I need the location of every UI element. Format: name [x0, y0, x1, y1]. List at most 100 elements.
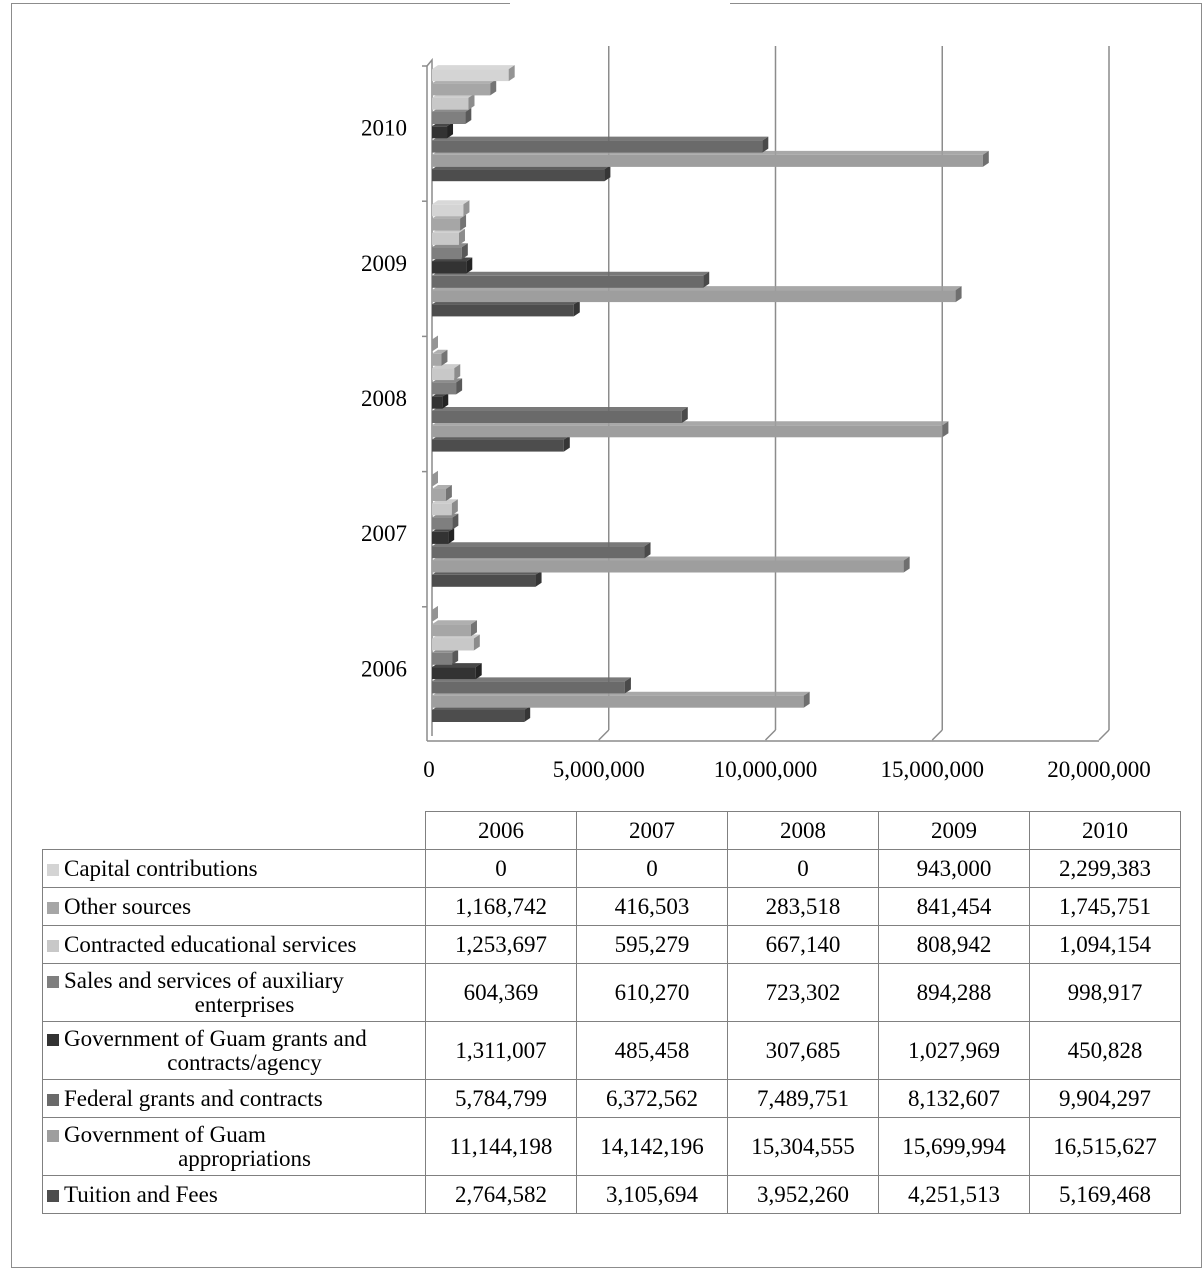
table-header-year: 2008	[727, 811, 879, 850]
bar-face	[432, 140, 763, 153]
series-label-cell: Government of Guam appropriations	[42, 1117, 426, 1176]
table-cell-value: 0	[425, 849, 577, 888]
series-label-cell: Sales and services of auxiliary enterpris…	[42, 963, 426, 1022]
bar-side	[432, 470, 438, 487]
series-name: Tuition and Fees	[64, 1181, 218, 1207]
table-cell-value: 1,745,751	[1029, 887, 1181, 926]
bar	[432, 93, 475, 110]
table-cell-value: 307,685	[727, 1021, 879, 1080]
bar-face	[432, 425, 943, 438]
bar-face	[432, 396, 443, 409]
table-cell-value: 1,094,154	[1029, 925, 1181, 964]
table-cell-value: 2,764,582	[425, 1175, 577, 1214]
bar-face	[432, 232, 459, 245]
bar-face	[432, 261, 467, 274]
clipped-caption-remnant	[510, 2, 730, 12]
bar	[432, 257, 473, 274]
bar-top	[432, 407, 688, 411]
table-cell-value: 11,144,198	[425, 1117, 577, 1176]
bar	[432, 364, 461, 381]
bar-face	[432, 275, 704, 288]
x-tick-label: 20,000,000	[1047, 757, 1151, 782]
bar	[432, 648, 459, 665]
table-cell-value: 8,132,607	[878, 1079, 1030, 1118]
bar	[432, 556, 910, 573]
bar-side	[524, 706, 531, 722]
bar	[432, 527, 455, 544]
bar	[432, 470, 438, 487]
bar-side	[448, 527, 455, 544]
x-tick-label: 0	[423, 757, 435, 782]
bar-side	[644, 542, 651, 559]
table-cell-value: 0	[727, 849, 879, 888]
bar-face	[432, 382, 457, 395]
bar-top	[432, 200, 470, 205]
bar-face	[432, 126, 448, 139]
table-cell-value: 5,169,468	[1029, 1175, 1181, 1214]
bar-side	[452, 648, 459, 665]
bar-top	[432, 542, 651, 547]
bar	[432, 570, 542, 587]
bar	[432, 513, 459, 530]
bar-top	[432, 136, 769, 141]
bar	[432, 122, 454, 139]
bar-face	[432, 69, 509, 82]
bar	[432, 108, 472, 124]
bar-face	[432, 652, 453, 665]
table-cell-value: 16,515,627	[1029, 1117, 1181, 1176]
legend-swatch	[47, 975, 59, 988]
bar	[432, 620, 477, 637]
legend-swatch	[47, 1093, 59, 1106]
legend-swatch	[47, 1033, 59, 1046]
bar	[432, 663, 482, 680]
bar	[432, 286, 962, 303]
bar-face	[432, 353, 442, 366]
table-row: Government of Guam appropriations 11,144,1…	[42, 1117, 1181, 1176]
bar	[432, 421, 949, 438]
bar-side	[624, 677, 631, 694]
bar	[432, 605, 438, 622]
bar-face	[432, 560, 904, 573]
bar-side	[604, 165, 611, 182]
table-row: Government of Guam grants and contracts/a…	[42, 1021, 1181, 1080]
bar-face	[432, 624, 471, 637]
series-name: Federal grants and contracts	[64, 1085, 323, 1111]
bar	[432, 79, 497, 96]
bar	[432, 706, 531, 722]
bar-face	[432, 368, 455, 381]
bar-side	[490, 79, 497, 96]
table-cell-value: 9,904,297	[1029, 1079, 1181, 1118]
bar-side	[982, 150, 989, 167]
table-row: Tuition and Fees 2,764,582 3,105,694 3,952,…	[42, 1175, 1181, 1214]
table-cell-value: 604,369	[425, 963, 577, 1022]
table-row: Other sources 1,168,742 416,503 283,518 841,…	[42, 887, 1181, 926]
bar-face	[432, 574, 536, 587]
table-corner-cell	[42, 811, 426, 850]
bar-face	[432, 83, 491, 96]
table-cell-value: 1,027,969	[878, 1021, 1030, 1080]
bar-face	[432, 439, 564, 452]
bar-face	[432, 531, 449, 544]
bar-face	[432, 204, 464, 217]
bar-side	[563, 435, 570, 452]
bar-side	[451, 499, 458, 516]
bar-side	[762, 136, 769, 153]
table-header-row: 2006 2007 2008 2009 2010	[42, 811, 1181, 850]
table-cell-value: 841,454	[878, 887, 1030, 926]
bar-side	[458, 228, 465, 245]
bar-face	[432, 304, 574, 317]
series-name: Other sources	[64, 893, 192, 919]
bar-side	[942, 421, 949, 438]
table-cell-value: 7,489,751	[727, 1079, 879, 1118]
table-cell-value: 3,105,694	[576, 1175, 728, 1214]
bar-side	[463, 200, 470, 217]
bar	[432, 165, 611, 182]
table-row: Sales and services of auxiliary enterpris…	[42, 963, 1181, 1022]
bar-face	[432, 218, 461, 231]
table-cell-value: 0	[576, 849, 728, 888]
bar	[432, 228, 465, 245]
table-row: Contracted educational services 1,253,697…	[42, 925, 1181, 964]
gridline-foot	[598, 729, 610, 741]
series-label-cell: Federal grants and contracts	[42, 1079, 426, 1118]
bar-top	[432, 349, 448, 354]
